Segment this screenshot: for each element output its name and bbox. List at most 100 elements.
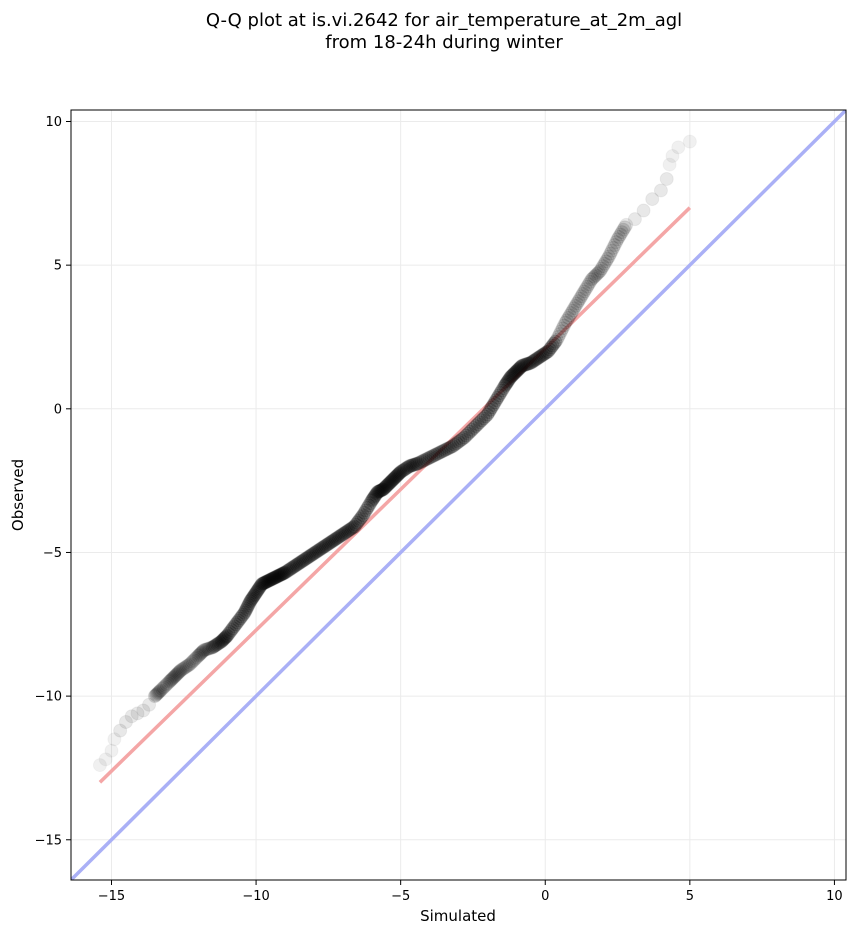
quantile-point — [490, 390, 505, 405]
quantile-point — [236, 607, 251, 622]
quantile-point — [577, 284, 592, 299]
quantile-point — [518, 357, 533, 372]
quantile-point — [653, 183, 668, 198]
quantile-point — [445, 439, 460, 454]
quantile-point — [261, 573, 276, 588]
quantile-point — [314, 541, 329, 556]
quantile-point — [170, 667, 185, 682]
quantile-point — [230, 615, 245, 630]
quantile-point — [265, 571, 280, 586]
quantile-point — [424, 449, 439, 464]
quantile-point — [494, 383, 509, 398]
quantile-point — [324, 534, 339, 549]
quantile-point — [193, 646, 208, 661]
quantile-point — [107, 732, 121, 746]
quantile-point — [500, 374, 515, 389]
quantile-point — [258, 575, 273, 590]
quantile-point — [257, 575, 272, 590]
quantile-point — [104, 744, 118, 758]
quantile-point — [250, 584, 265, 599]
y-tick-label: −5 — [43, 546, 62, 561]
quantile-point — [509, 364, 524, 379]
quantile-point — [400, 460, 415, 475]
quantile-point — [559, 313, 574, 328]
quantile-point — [578, 282, 593, 297]
quantile-point — [606, 240, 621, 255]
quantile-point — [594, 261, 609, 276]
quantile-point — [389, 468, 404, 483]
quantile-point — [309, 544, 324, 559]
quantile-point — [217, 631, 232, 646]
quantile-point — [525, 354, 540, 369]
quantile-point — [254, 577, 269, 592]
quantile-point — [520, 356, 535, 371]
quantile-point — [249, 585, 264, 600]
quantile-point — [561, 310, 576, 325]
quantile-point — [163, 673, 178, 688]
quantile-point — [246, 589, 261, 604]
quantile-point — [645, 192, 660, 207]
quantile-point — [172, 664, 187, 679]
quantile-point — [453, 433, 468, 448]
quantile-point — [234, 609, 249, 624]
quantile-point — [459, 428, 474, 443]
quantile-point — [225, 621, 240, 636]
quantile-point — [575, 286, 590, 301]
quantile-point — [386, 471, 401, 486]
quantile-point — [113, 723, 128, 738]
quantile-point — [157, 679, 172, 694]
quantile-point — [562, 308, 577, 323]
quantile-point — [443, 440, 458, 455]
quantile-point — [148, 688, 163, 703]
quantile-point — [356, 508, 371, 523]
quantile-point — [375, 482, 390, 497]
quantile-point — [334, 528, 349, 543]
quantile-point — [549, 332, 564, 347]
quantile-point — [434, 444, 449, 459]
y-tick-label: 0 — [54, 402, 62, 417]
quantile-point — [604, 243, 619, 258]
quantile-point — [327, 533, 342, 548]
quantile-point — [256, 576, 271, 591]
quantile-point — [173, 663, 188, 678]
quantile-point — [311, 543, 326, 558]
quantile-point — [365, 492, 380, 507]
quantile-point — [379, 479, 394, 494]
quantile-point — [335, 527, 350, 542]
quantile-point — [596, 259, 611, 274]
quantile-point — [202, 641, 217, 656]
quantile-point — [572, 291, 587, 306]
quantile-point — [439, 442, 454, 457]
quantile-point — [583, 274, 598, 289]
axis-ticks: −15 −10 −5 0 5 10 −15 −10 −5 0 5 10 — [35, 115, 843, 904]
quantile-point — [176, 661, 191, 676]
quantile-point — [447, 437, 462, 452]
quantile-point — [252, 579, 267, 594]
quantile-point — [383, 475, 398, 490]
quantile-point — [609, 235, 624, 250]
quantile-point — [164, 672, 179, 687]
quantile-point — [528, 352, 543, 367]
quantile-point — [231, 613, 246, 628]
quantile-point — [286, 559, 301, 574]
quantile-point — [238, 603, 253, 618]
quantile-point — [262, 573, 277, 588]
quantile-point — [201, 641, 216, 656]
quantile-point — [487, 395, 502, 410]
quantile-point — [337, 526, 352, 541]
quantile-point — [438, 442, 453, 457]
quantile-point — [156, 680, 171, 695]
quantile-point — [531, 351, 546, 366]
quantile-point — [124, 709, 139, 724]
x-tick-label: 0 — [541, 889, 549, 904]
quantile-point — [393, 465, 408, 480]
quantile-point — [247, 588, 262, 603]
quantile-point — [364, 493, 379, 508]
quantile-point — [406, 457, 421, 472]
quantile-point — [580, 279, 595, 294]
quantile-point — [607, 238, 622, 253]
quantile-point — [591, 265, 606, 280]
quantile-point — [245, 591, 260, 606]
quantile-point — [671, 140, 685, 154]
quantile-point — [600, 251, 615, 266]
